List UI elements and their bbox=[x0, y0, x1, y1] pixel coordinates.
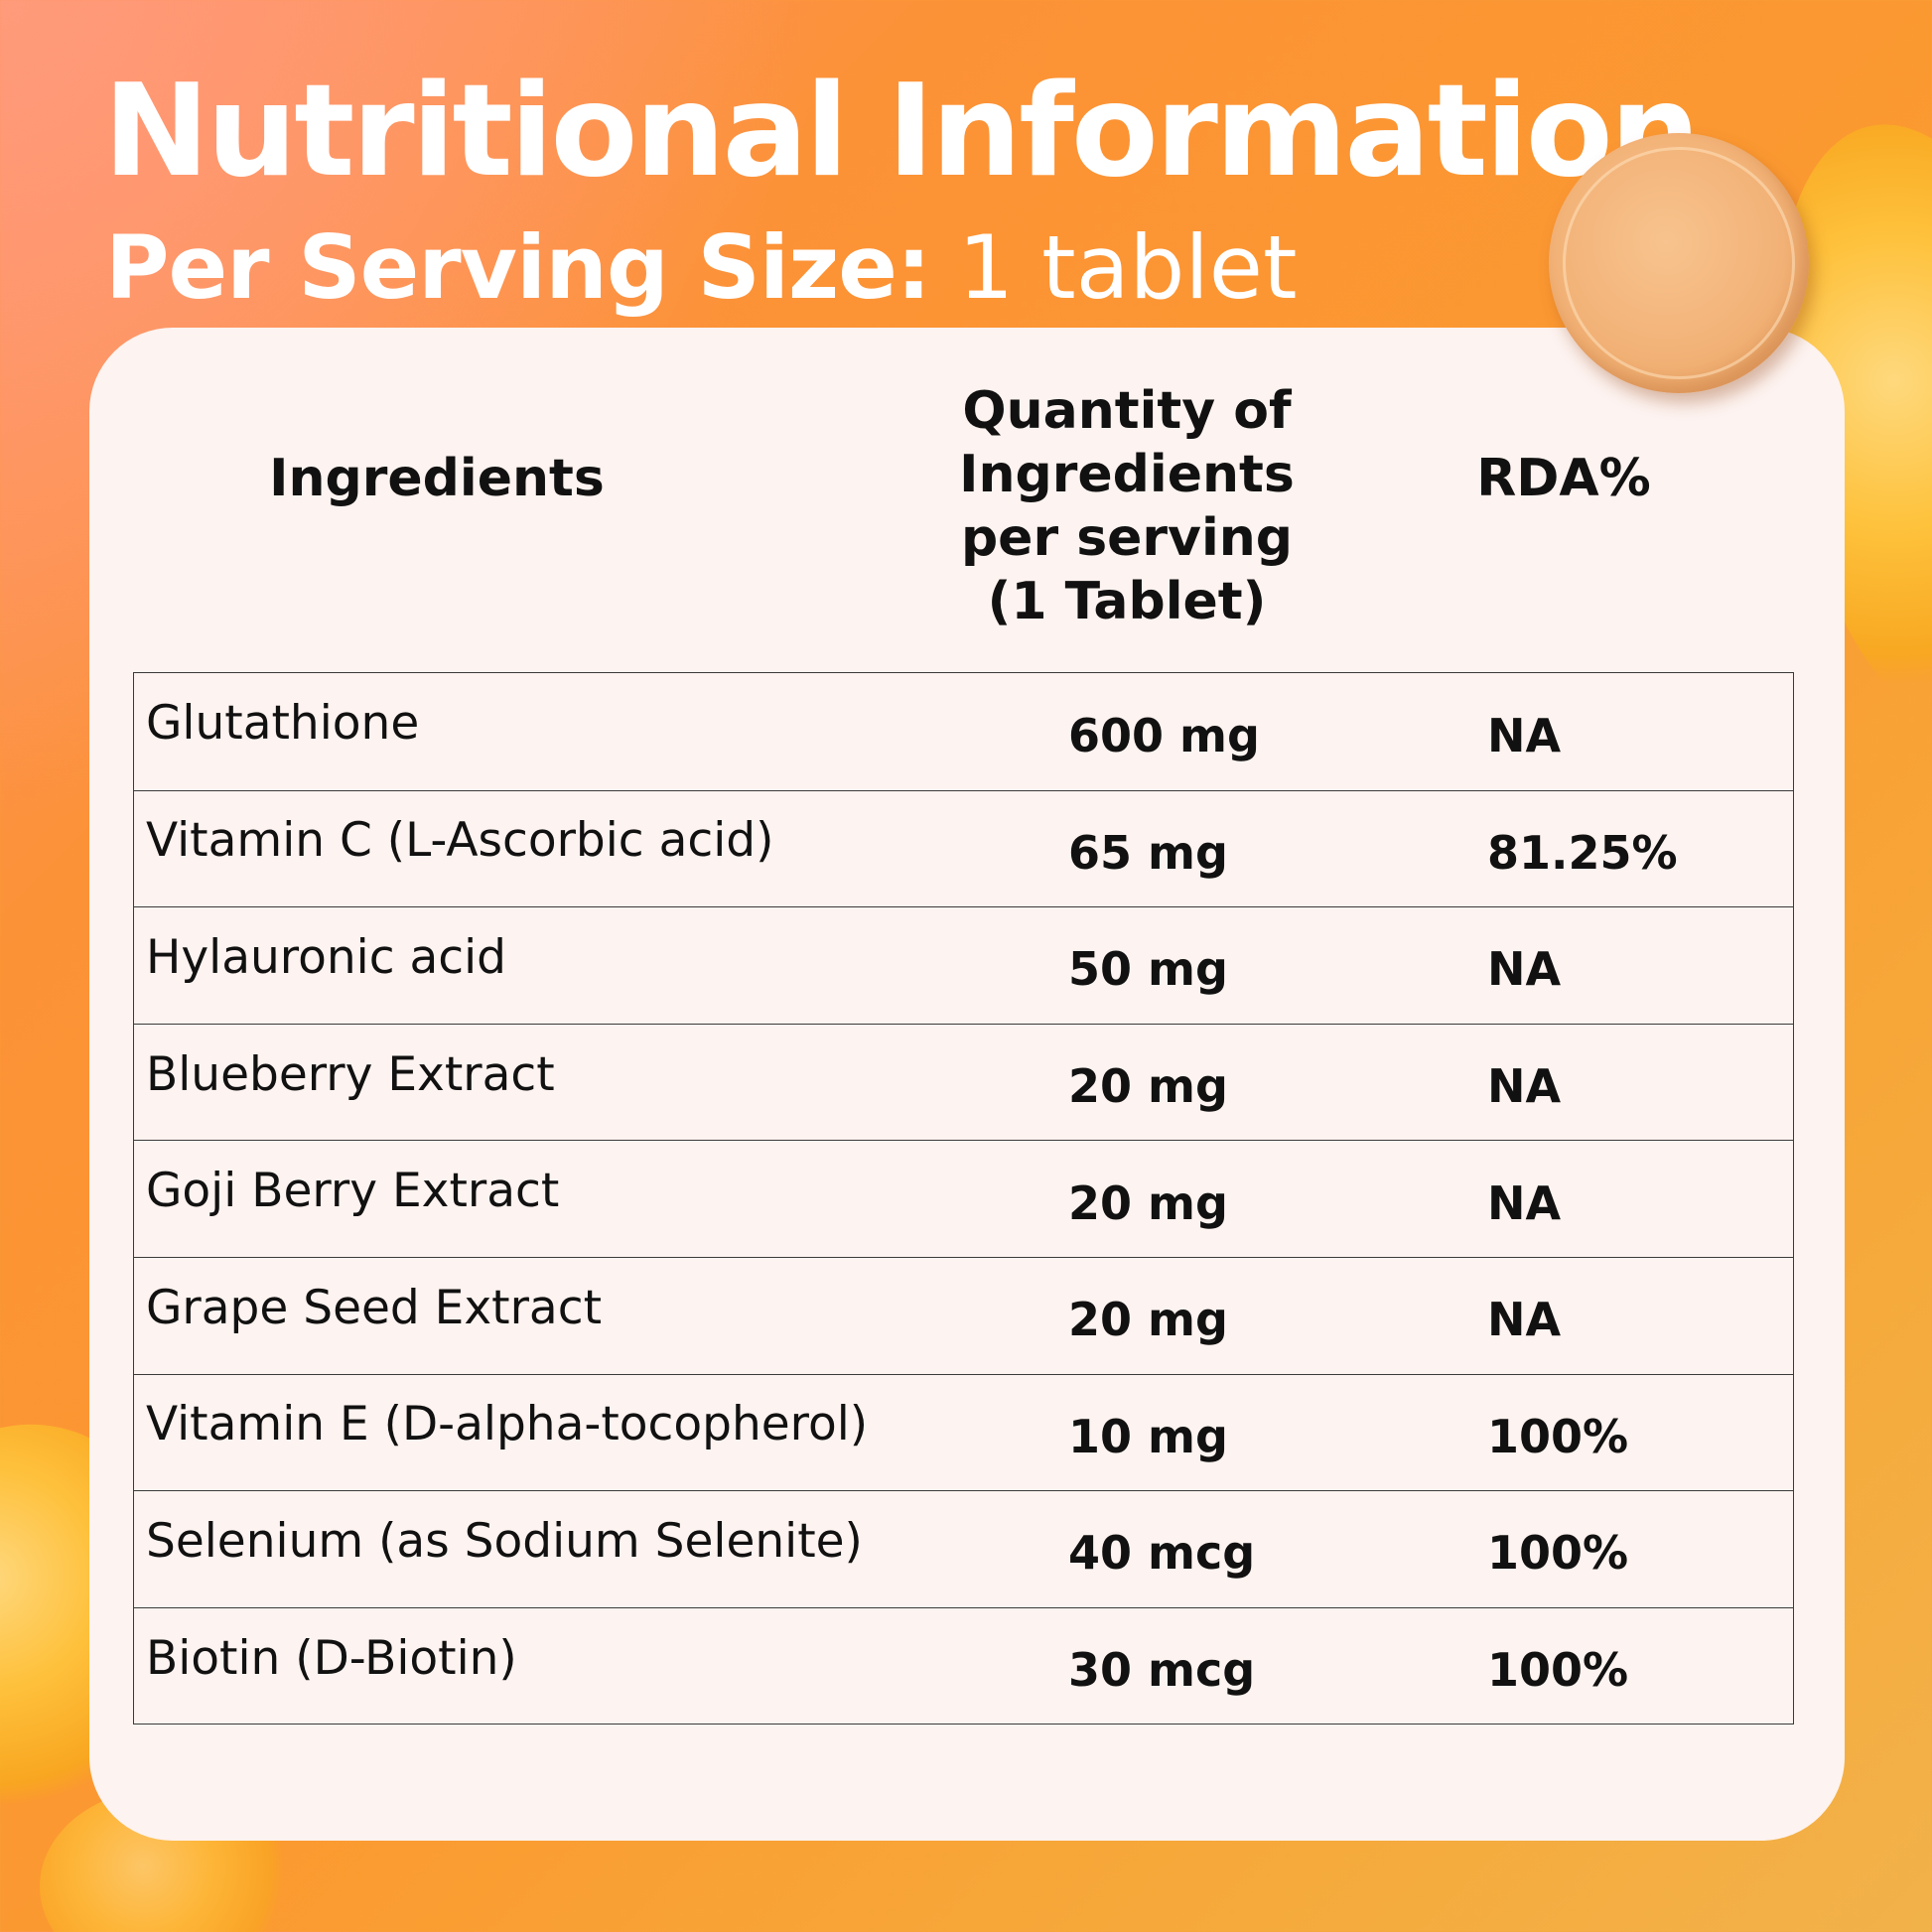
ingredient-rda: 81.25% bbox=[1487, 825, 1678, 880]
page-title: Nutritional Information bbox=[103, 58, 1701, 206]
ingredient-name: Goji Berry Extract bbox=[146, 1164, 560, 1219]
ingredient-name: Glutathione bbox=[146, 696, 420, 752]
ingredient-rda: 100% bbox=[1487, 1409, 1629, 1463]
ingredient-name: Grape Seed Extract bbox=[146, 1280, 603, 1335]
ingredient-name: Vitamin E (D-alpha-tocopherol) bbox=[146, 1397, 869, 1452]
table-row: Biotin (D-Biotin) 30 mcg 100% bbox=[134, 1606, 1793, 1725]
table-row: Selenium (as Sodium Selenite) 40 mcg 100… bbox=[134, 1490, 1793, 1607]
serving-size: Per Serving Size: 1 tablet bbox=[105, 216, 1297, 319]
table-row: Goji Berry Extract 20 mg NA bbox=[134, 1140, 1793, 1257]
ingredient-rda: 100% bbox=[1487, 1526, 1629, 1581]
tablet-image bbox=[1549, 133, 1809, 393]
ingredient-name: Biotin (D-Biotin) bbox=[146, 1630, 517, 1686]
nutrition-card bbox=[89, 328, 1845, 1841]
serving-size-label: Per Serving Size: bbox=[105, 216, 931, 319]
ingredient-quantity: 40 mcg bbox=[1068, 1526, 1256, 1581]
table-row: Grape Seed Extract 20 mg NA bbox=[134, 1256, 1793, 1374]
ingredient-name: Vitamin C (L-Ascorbic acid) bbox=[146, 813, 774, 869]
table-row: Glutathione 600 mg NA bbox=[134, 673, 1793, 790]
nutrition-table: Glutathione 600 mg NA Vitamin C (L-Ascor… bbox=[133, 672, 1794, 1725]
table-row: Hylauronic acid 50 mg NA bbox=[134, 906, 1793, 1024]
column-header-quantity: Quantity of Ingredients per serving (1 T… bbox=[959, 381, 1295, 631]
ingredient-rda: NA bbox=[1487, 1293, 1562, 1347]
column-header-ingredients: Ingredients bbox=[269, 449, 605, 508]
table-row: Blueberry Extract 20 mg NA bbox=[134, 1023, 1793, 1141]
ingredient-quantity: 30 mcg bbox=[1068, 1643, 1256, 1698]
ingredient-quantity: 600 mg bbox=[1068, 708, 1260, 762]
ingredient-rda: NA bbox=[1487, 942, 1562, 997]
ingredient-quantity: 50 mg bbox=[1068, 942, 1228, 997]
column-header-rda: RDA% bbox=[1476, 449, 1651, 508]
ingredient-name: Blueberry Extract bbox=[146, 1046, 555, 1102]
ingredient-quantity: 20 mg bbox=[1068, 1293, 1228, 1347]
ingredient-rda: NA bbox=[1487, 1059, 1562, 1114]
ingredient-quantity: 20 mg bbox=[1068, 1175, 1228, 1230]
ingredient-quantity: 20 mg bbox=[1068, 1059, 1228, 1114]
ingredient-rda: 100% bbox=[1487, 1643, 1629, 1698]
ingredient-rda: NA bbox=[1487, 1175, 1562, 1230]
ingredient-name: Selenium (as Sodium Selenite) bbox=[146, 1513, 863, 1569]
ingredient-rda: NA bbox=[1487, 708, 1562, 762]
ingredient-name: Hylauronic acid bbox=[146, 929, 507, 985]
table-row: Vitamin C (L-Ascorbic acid) 65 mg 81.25% bbox=[134, 789, 1793, 907]
ingredient-quantity: 10 mg bbox=[1068, 1409, 1228, 1463]
table-row: Vitamin E (D-alpha-tocopherol) 10 mg 100… bbox=[134, 1373, 1793, 1491]
ingredient-quantity: 65 mg bbox=[1068, 825, 1228, 880]
serving-size-value: 1 tablet bbox=[958, 216, 1298, 319]
